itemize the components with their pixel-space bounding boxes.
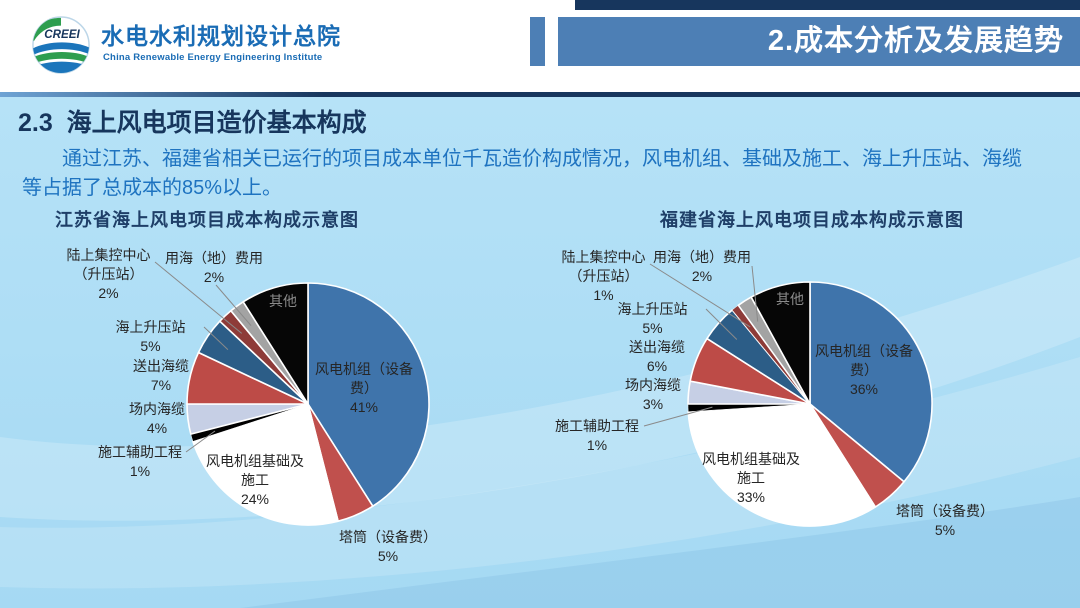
pie-slice-label: 施工辅助工程 1% xyxy=(94,443,186,481)
slice-label-text: 施工辅助工程 xyxy=(98,444,182,460)
pie-slice-label: 风电机组基础及施工 24% xyxy=(203,452,307,509)
slice-percent-text: 5% xyxy=(642,320,663,336)
slice-label-text: 用海（地）费用 xyxy=(653,249,751,265)
slice-label-text: 风电机组基础及施工 xyxy=(702,451,800,486)
slice-label-text: 其他 xyxy=(776,291,804,307)
pie-slice-label: 其他 xyxy=(760,290,820,309)
pie-slice xyxy=(192,403,339,526)
pie-slice-label: 海上升压站 5% xyxy=(97,318,204,356)
slice-label-text: 施工辅助工程 xyxy=(555,418,639,434)
label-leader-line xyxy=(203,326,229,350)
pie-slice-label: 场内海缆 4% xyxy=(111,400,203,438)
header-bar: CREEI 水电水利规划设计总院 China Renewable Energy … xyxy=(0,0,1080,92)
pie-slice-label: 用海（地）费用 2% xyxy=(650,248,754,286)
slice-percent-text: 33% xyxy=(736,489,766,505)
body-paragraph: 通过江苏、福建省相关已运行的项目成本单位千瓦造价构成情况，风电机组、基础及施工、… xyxy=(22,148,1022,199)
slice-percent-text: 5% xyxy=(140,338,161,354)
slice-label-text: 送出海缆 xyxy=(629,339,685,355)
pie-slice xyxy=(750,281,811,405)
slice-percent-text: 41% xyxy=(349,399,379,415)
pie-slice-label: 风电机组（设备费） 36% xyxy=(812,342,916,399)
label-leader-line xyxy=(215,284,252,327)
label-leader-line xyxy=(649,263,751,328)
chart-title-fujian: 福建省海上风电项目成本构成示意图 xyxy=(660,210,964,230)
slice-percent-text: 24% xyxy=(240,491,270,507)
slice-percent-text: 3% xyxy=(642,396,664,412)
top-accent-strip xyxy=(575,0,1080,10)
slice-label-text: 风电机组（设备费） xyxy=(815,343,913,378)
slice-percent-text: 1% xyxy=(586,437,608,453)
slice-label-text: 用海（地）费用 xyxy=(165,250,263,266)
slice-label-text: 风电机组（设备费） xyxy=(315,361,413,396)
slice-percent-text: 5% xyxy=(377,548,399,564)
pie-slice xyxy=(809,281,933,483)
slice-label-text: 塔筒（设备费） xyxy=(339,529,437,545)
slice-percent-text: 1% xyxy=(129,463,151,479)
slice-percent-text: 1% xyxy=(593,287,614,303)
pie-slice-label: 送出海缆 7% xyxy=(115,357,207,395)
logo-acronym-text: CREEI xyxy=(44,28,80,41)
slice-label-text: 陆上集控中心（升压站） xyxy=(66,247,151,282)
slice-percent-text: 6% xyxy=(646,358,668,374)
label-leader-line xyxy=(154,261,243,334)
chart-title-jiangsu: 江苏省海上风电项目成本构成示意图 xyxy=(55,210,359,230)
label-leader-line xyxy=(751,265,759,322)
slice-percent-text: 5% xyxy=(934,522,956,538)
pie-slice-label: 塔筒（设备费） 5% xyxy=(322,528,454,566)
slice-percent-text: 2% xyxy=(691,268,713,284)
pie-slice-label: 风电机组基础及施工 33% xyxy=(699,450,803,507)
pie-slice xyxy=(687,403,877,527)
slice-percent-text: 7% xyxy=(150,377,172,393)
pie-slice-label: 陆上集控中心（升压站） 1% xyxy=(557,248,650,305)
slice-label-text: 风电机组基础及施工 xyxy=(206,453,304,488)
pie-slice-label: 其他 xyxy=(253,292,313,311)
pie-slice xyxy=(242,282,309,405)
pie-slice-label: 用海（地）费用 2% xyxy=(162,249,266,287)
slice-label-text: 海上升压站 xyxy=(115,319,186,335)
banner-accent-bar xyxy=(530,17,545,66)
slice-percent-text: 2% xyxy=(203,269,225,285)
pie-slice-label: 场内海缆 3% xyxy=(607,376,699,414)
org-name-en: China Renewable Energy Engineering Insti… xyxy=(103,52,323,63)
label-leader-line xyxy=(643,406,713,427)
slice-percent-text: 4% xyxy=(146,420,168,436)
slice-label-text: 塔筒（设备费） xyxy=(896,503,994,519)
org-name-cn: 水电水利规划设计总院 xyxy=(101,23,341,49)
slice-label-text: 场内海缆 xyxy=(129,401,185,417)
slice-label-text: 其他 xyxy=(269,293,297,309)
slice-label-text: 陆上集控中心（升压站） xyxy=(561,249,646,284)
banner-title: 2.成本分析及发展趋势 xyxy=(558,17,1080,66)
pie-slice-label: 施工辅助工程 1% xyxy=(551,417,643,455)
section-title: 2.3 海上风电项目造价基本构成 xyxy=(18,109,367,137)
pie-slice-label: 海上升压站 5% xyxy=(599,300,706,338)
label-leader-line xyxy=(705,308,738,340)
slice-percent-text: 2% xyxy=(98,285,119,301)
slice-label-text: 送出海缆 xyxy=(133,358,189,374)
slice-percent-text: 36% xyxy=(849,381,879,397)
creei-logo-icon: CREEI xyxy=(32,16,90,74)
label-leader-line xyxy=(185,430,216,453)
header-divider xyxy=(0,92,1080,97)
pie-slice-label: 风电机组（设备费） 41% xyxy=(312,360,416,417)
pie-slice-label: 送出海缆 6% xyxy=(611,338,703,376)
slice-label-text: 场内海缆 xyxy=(625,377,681,393)
pie-slice-label: 陆上集控中心（升压站） 2% xyxy=(62,246,155,303)
slice-label-text: 海上升压站 xyxy=(617,301,688,317)
pie-slice-label: 塔筒（设备费） 5% xyxy=(884,502,1006,540)
